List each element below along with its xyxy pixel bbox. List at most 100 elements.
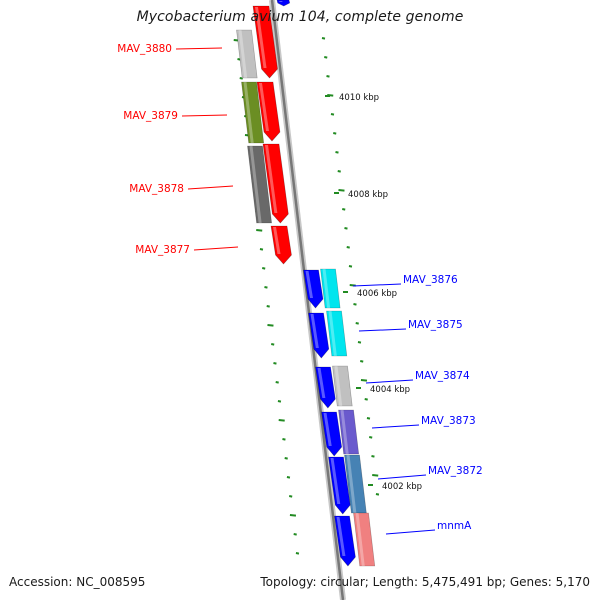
tick-mark [364, 398, 368, 401]
gene-label-MAV_3880[interactable]: MAV_3880 [117, 43, 172, 55]
tick-mark [324, 56, 328, 59]
tick-mark [284, 457, 288, 460]
tick-mark [256, 229, 263, 232]
tick-mark [346, 246, 350, 249]
tick-mark [262, 267, 266, 270]
gene-arrow-MAV_3873 [321, 411, 343, 457]
category-block-shine [328, 311, 337, 356]
gene-arrow-MAV_3874-shine [317, 368, 326, 398]
forward-strand-genes [236, 0, 292, 265]
tick-mark [288, 495, 293, 498]
category-block [236, 29, 258, 79]
leader-line [371, 424, 420, 429]
tick-mark [342, 208, 346, 211]
leader-line [365, 379, 414, 384]
tick-mark [333, 132, 337, 135]
leader-line [377, 474, 427, 480]
category-block-shine [340, 410, 349, 454]
gene-label-MAV_3878[interactable]: MAV_3878 [129, 183, 184, 195]
category-block [332, 365, 353, 407]
tick-mark [289, 514, 297, 517]
gene-arrow-MAV_3878-shine [265, 145, 278, 213]
gene-label-mnmA[interactable]: mnmA [437, 520, 472, 532]
tick-mark [360, 379, 368, 382]
tick-mark [286, 476, 291, 479]
category-block [338, 409, 360, 455]
tick-label: 4004 kbp [370, 385, 410, 395]
tick-mark [277, 400, 282, 403]
tick-mark [321, 37, 326, 40]
tick-mark [275, 381, 279, 384]
label-leaders [175, 47, 436, 535]
tick-mark [353, 303, 357, 306]
category-block-shine [346, 455, 357, 513]
gene-arrow-MAV_3873-shine [323, 413, 332, 446]
gene-label-MAV_3872[interactable]: MAV_3872 [428, 465, 483, 477]
gene-arrow-MAV_3878 [262, 143, 289, 224]
tick-mark [239, 77, 243, 80]
tick-mark [335, 151, 339, 154]
gene-label-MAV_3877[interactable]: MAV_3877 [135, 244, 190, 256]
gene-label-MAV_3874[interactable]: MAV_3874 [415, 370, 470, 382]
tick-mark [366, 417, 371, 420]
tick-mark [282, 438, 286, 441]
tick-mark [375, 493, 380, 496]
accession-text: Accession: NC_008595 [9, 575, 146, 589]
backbone [269, 0, 346, 600]
gene-arrow-MAV_3875 [308, 312, 330, 359]
tick-mark [371, 455, 375, 458]
tick-mark [259, 248, 264, 251]
tick-mark [326, 75, 330, 78]
category-block [247, 145, 272, 224]
gene-label-MAV_3873[interactable]: MAV_3873 [421, 415, 476, 427]
tick-mark [372, 474, 379, 477]
tick-label: 4002 kbp [382, 482, 422, 492]
tick-mark [330, 113, 335, 116]
category-block [241, 81, 265, 144]
tick-labels: 4010 kbp 4008 kbp 4006 kbp 4004 kbp 4002 kbp [325, 93, 422, 492]
gene-label-MAV_3875[interactable]: MAV_3875 [408, 319, 463, 331]
tick-mark [369, 436, 373, 439]
gene-arrow-MAV_3879-shine [259, 83, 269, 131]
tick-mark [355, 322, 359, 325]
category-block-shine [243, 82, 254, 143]
category-block [326, 310, 348, 357]
tick-mark [295, 552, 300, 555]
tick-mark [344, 227, 348, 230]
tick-label: 4010 kbp [339, 93, 379, 103]
gene-arrow-MAV_3877-shine [273, 227, 281, 254]
gene-arrow-fragment [276, 0, 291, 7]
tick-mark [293, 533, 297, 536]
tick-mark [273, 362, 277, 365]
genome-summary-text: Topology: circular; Length: 5,475,491 bp… [260, 575, 590, 589]
gene-label-MAV_3879[interactable]: MAV_3879 [123, 110, 178, 122]
gene-labels: MAV_3880 MAV_3879 MAV_3878 MAV_3877 MAV_3876… [117, 43, 482, 532]
category-block-shine [355, 513, 365, 566]
tick-mark [348, 265, 353, 268]
leader-line [175, 47, 223, 50]
category-block [353, 512, 376, 567]
gene-arrow-MAV_3872-shine [330, 458, 341, 504]
gene-arrow-mnmA-shine [336, 517, 346, 556]
tick-mark [271, 343, 275, 346]
gene-arrow-MAV_3876-shine [305, 271, 313, 298]
gene-label-MAV_3876[interactable]: MAV_3876 [403, 274, 458, 286]
tick-mark [264, 286, 268, 289]
tick-mark [237, 58, 241, 61]
leader-line [187, 185, 234, 190]
category-block-shine [238, 30, 248, 78]
tick-mark [266, 305, 270, 308]
category-block-shine [322, 269, 331, 308]
tick-mark [278, 419, 285, 422]
tick-mark [267, 324, 274, 327]
gene-arrow-fragment-shine [279, 1, 283, 2]
leader-line [181, 114, 228, 117]
category-block-shine [249, 146, 262, 223]
leader-line [352, 283, 402, 287]
genome-title: Mycobacterium avium 104, complete genome [136, 9, 464, 25]
gene-arrow-MAV_3875-shine [310, 314, 319, 348]
category-block-shine [334, 366, 343, 406]
reverse-strand-genes [303, 268, 376, 567]
gene-arrow-MAV_3874 [315, 366, 336, 409]
